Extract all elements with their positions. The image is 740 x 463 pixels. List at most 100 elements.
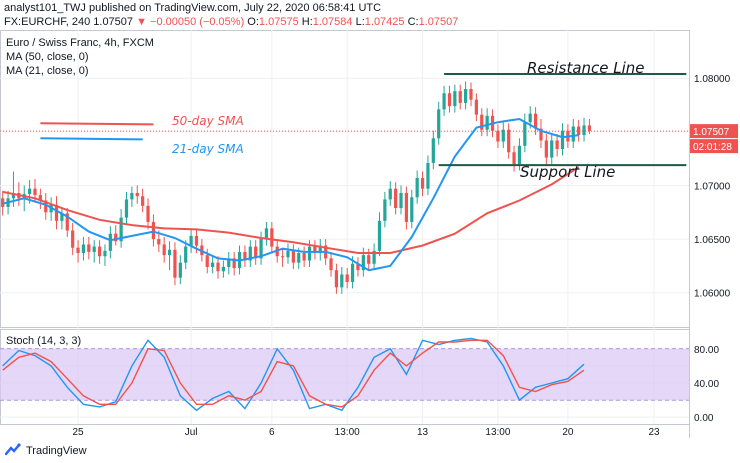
candle-body <box>587 125 592 131</box>
time-tick-label: 6 <box>269 427 275 438</box>
price-tick-label: 1.07000 <box>694 181 731 192</box>
symbol-label[interactable]: FX:EURCHF, 240 <box>4 16 91 28</box>
candle-body <box>232 258 236 269</box>
candle-body <box>523 122 527 146</box>
candle-body <box>81 244 86 254</box>
candle-body <box>377 220 382 251</box>
candle-body <box>254 246 258 259</box>
time-tick-label: 13:00 <box>485 427 510 438</box>
candle-body <box>367 255 371 264</box>
candle-body <box>114 233 118 242</box>
publisher-line: analyst101_TWJ published on TradingView.… <box>4 2 382 14</box>
time-axis-ticks: 25 Jul 6 13:00 13 13:00 20 23 <box>72 427 660 438</box>
symbol-ohlc-line: FX:EURCHF, 240 1.07507 ▼ −0.00050 (−0.05… <box>4 16 458 28</box>
candle-body <box>474 99 478 115</box>
stoch-tick-label: 80.00 <box>694 345 719 356</box>
sma50-legend-line <box>40 122 154 126</box>
candle-body <box>124 199 129 218</box>
candle-body <box>97 246 102 257</box>
candle-body <box>60 213 64 221</box>
candle-body <box>420 177 425 189</box>
candle-body <box>167 249 172 256</box>
candle-body <box>394 188 398 208</box>
candle-body <box>141 196 145 206</box>
candle-body <box>442 93 446 110</box>
candle-body <box>560 130 565 150</box>
candle-body <box>458 91 462 103</box>
stoch-tick-label: 40.00 <box>694 379 719 390</box>
candle-body <box>291 250 295 263</box>
candle-body <box>447 93 452 107</box>
price-change: −0.00050 (−0.05%) <box>150 16 245 28</box>
change-arrow-icon: ▼ <box>136 16 147 28</box>
candle-body <box>92 246 96 252</box>
candle-body <box>528 113 532 123</box>
candle-body <box>307 246 312 261</box>
chart-canvas[interactable]: 1.06000 1.06500 1.07000 1.08000 0.00 40.00 80.… <box>0 30 740 438</box>
candle-body <box>426 162 430 189</box>
candle-body <box>11 192 16 199</box>
stoch-band <box>0 348 689 401</box>
candle-body <box>162 244 166 256</box>
stoch-tick-label: 0.00 <box>694 413 714 424</box>
candle-body <box>415 177 419 198</box>
candle-body <box>65 213 69 231</box>
candle-body <box>103 250 107 257</box>
countdown-badge: 02:01:28 <box>690 139 738 154</box>
candle-body <box>27 188 32 195</box>
candle-body <box>227 258 231 267</box>
candle-body <box>211 262 215 267</box>
candle-body <box>135 192 139 197</box>
candle-body <box>582 125 586 136</box>
time-tick-label: Jul <box>185 427 198 438</box>
candle-body <box>87 244 91 252</box>
svg-text:02:01:28: 02:01:28 <box>693 142 732 153</box>
candle-body <box>313 246 317 254</box>
time-tick-label: 13 <box>417 427 429 438</box>
candle-body <box>496 130 500 142</box>
candle-body <box>264 228 269 240</box>
candle-body <box>108 233 112 251</box>
candle-body <box>146 205 150 222</box>
candle-body <box>480 114 484 130</box>
tradingview-logo: TradingView <box>4 443 87 457</box>
legend-title: Euro / Swiss Franc, 4h, FXCM <box>6 37 154 49</box>
candle-body <box>356 263 360 271</box>
candle-body <box>205 255 209 267</box>
sma50-label: 50-day SMA <box>172 114 244 128</box>
candle-body <box>329 258 333 271</box>
candle-body <box>216 262 220 272</box>
candle-body <box>259 239 263 259</box>
open-value: 1.07575 <box>258 16 299 28</box>
time-tick-label: 20 <box>562 427 574 438</box>
svg-text:1.07507: 1.07507 <box>693 127 730 138</box>
time-tick-label: 23 <box>648 427 660 438</box>
candle-body <box>280 256 285 258</box>
candle-body <box>119 217 123 242</box>
candle-body <box>76 247 80 254</box>
support-line-label: Support Line <box>520 163 615 181</box>
stoch-d-line <box>2 339 585 408</box>
candle-body <box>410 197 414 222</box>
candle-body <box>243 251 247 261</box>
candle-body <box>431 138 435 163</box>
last-price: 1.07507 <box>93 16 134 28</box>
candle-body <box>302 253 306 261</box>
candle-body <box>345 274 349 282</box>
ma21-line <box>2 117 579 272</box>
candle-body <box>533 113 538 129</box>
candle-body <box>383 199 387 221</box>
high-label: H: <box>301 16 313 28</box>
time-tick-label: 13:00 <box>335 427 360 438</box>
candle-body <box>539 128 543 141</box>
candles-layer <box>0 81 689 294</box>
open-label: O: <box>247 16 259 28</box>
candle-body <box>507 129 511 153</box>
candle-body <box>184 246 188 263</box>
resistance-line-label: Resistance Line <box>527 59 645 77</box>
price-tick-label: 1.08000 <box>694 74 731 85</box>
price-axis-ticks: 1.06000 1.06500 1.07000 1.08000 0.00 40.00 80.… <box>694 74 731 424</box>
candle-body <box>173 249 177 278</box>
header-bar: analyst101_TWJ published on TradingView.… <box>0 0 740 30</box>
candle-body <box>350 263 355 282</box>
